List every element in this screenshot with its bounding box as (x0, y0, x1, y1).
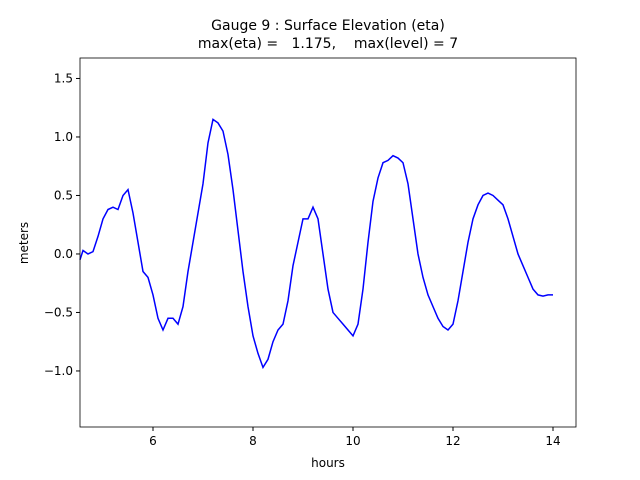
chart-title: Gauge 9 : Surface Elevation (eta) (211, 18, 445, 34)
x-tick-label: 6 (149, 434, 157, 448)
x-tick-label: 8 (249, 434, 257, 448)
x-axis-label: hours (311, 456, 345, 470)
chart-subtitle: max(eta) = 1.175, max(level) = 7 (198, 36, 458, 52)
y-tick-label: −1.0 (44, 364, 73, 378)
plot-frame (79, 57, 577, 428)
data-line (79, 118, 553, 370)
y-tick-label: 1.5 (54, 71, 73, 85)
y-tick-label: 0.5 (54, 188, 73, 202)
x-tick-label: 10 (345, 434, 360, 448)
y-tick-label: 1.0 (54, 130, 73, 144)
y-axis-label: meters (17, 222, 31, 264)
x-tick-label: 14 (545, 434, 560, 448)
x-tick-label: 12 (445, 434, 460, 448)
y-tick-label: 0.0 (54, 247, 73, 261)
y-tick-label: −0.5 (44, 305, 73, 319)
